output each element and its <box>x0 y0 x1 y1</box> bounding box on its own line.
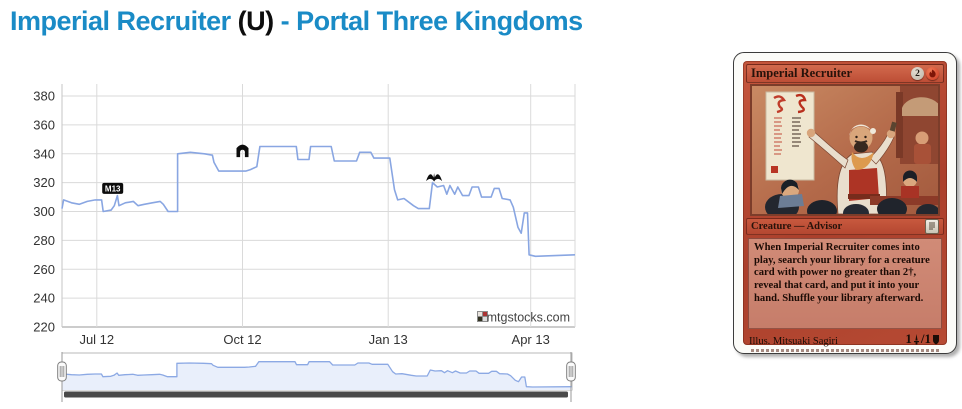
y-tick-label: 380 <box>33 89 55 104</box>
type-line-text: Creature — Advisor <box>751 221 843 232</box>
x-tick-label: Jul 12 <box>79 332 114 347</box>
power-value: 1 <box>905 331 912 346</box>
title-separator: - <box>273 5 297 36</box>
rarity-label-text: (U) <box>237 5 274 36</box>
page-title: Imperial Recruiter (U) - Portal Three Ki… <box>10 0 583 42</box>
card-title: Imperial Recruiter <box>751 66 853 80</box>
sword-icon <box>913 333 919 344</box>
card-type-line: Creature — Advisor <box>746 218 944 235</box>
card-rules-textbox: When Imperial Recruiter comes into play,… <box>748 238 942 329</box>
nav-handle-left[interactable] <box>57 352 67 402</box>
return-to-ravnica-set-release-marker[interactable] <box>236 144 249 158</box>
toughness-value: 1 <box>924 331 932 346</box>
nav-area-fill <box>62 361 572 390</box>
shield-icon <box>933 334 939 344</box>
nav-handle-right[interactable] <box>566 352 576 402</box>
y-tick-label: 300 <box>33 204 55 219</box>
nav-scrollbar[interactable] <box>64 391 568 398</box>
portal-three-kingdoms-set-icon <box>925 219 939 234</box>
m13-set-release-marker[interactable]: M13 <box>102 182 124 194</box>
price-line <box>61 145 576 258</box>
card-frame: Imperial Recruiter 2 <box>743 61 947 352</box>
chart-plot-area[interactable] <box>62 84 575 327</box>
svg-text:M13: M13 <box>105 185 121 194</box>
card-art-illustration <box>750 84 940 216</box>
mana-cost: 2 <box>911 67 939 80</box>
watermark-text: mtgstocks.com <box>487 311 570 325</box>
x-tick-label: Oct 12 <box>223 332 261 347</box>
mana-generic-2-icon: 2 <box>911 67 924 80</box>
gatecrash-set-release-marker[interactable] <box>426 173 443 182</box>
y-tick-label: 280 <box>33 233 55 248</box>
rules-text: When Imperial Recruiter comes into play,… <box>754 242 930 304</box>
y-tick-label: 360 <box>33 117 55 132</box>
mtgstocks-watermark: mtgstocks.com <box>477 311 570 325</box>
x-tick-label: Apr 13 <box>512 332 550 347</box>
y-tick-label: 340 <box>33 146 55 161</box>
copyright-microtext <box>751 349 939 352</box>
nav-price-line <box>61 361 573 388</box>
y-tick-label: 220 <box>33 320 55 335</box>
mana-red-icon <box>926 67 939 80</box>
card-name-heading: Imperial Recruiter <box>10 5 231 36</box>
x-tick-label: Jan 13 <box>369 332 408 347</box>
rarity-label <box>231 6 238 37</box>
y-tick-label: 320 <box>33 175 55 190</box>
power-toughness: 1 / 1 <box>905 331 941 347</box>
price-history-chart: 380 360 340 320 300 280 260 240 220 Jul 12 Oct 12 J… <box>0 68 600 409</box>
y-tick-label: 240 <box>33 291 55 306</box>
artist-credit: Illus. Mitsuaki Sagiri <box>749 336 838 347</box>
y-tick-label: 260 <box>33 262 55 277</box>
set-name-heading: Portal Three Kingdoms <box>296 5 583 36</box>
card-bottom-line: Illus. Mitsuaki Sagiri 1 / 1 <box>743 329 947 347</box>
card-title-bar: Imperial Recruiter 2 <box>746 64 944 83</box>
card-image: Imperial Recruiter 2 <box>733 52 957 354</box>
pt-slash: / <box>920 331 925 346</box>
